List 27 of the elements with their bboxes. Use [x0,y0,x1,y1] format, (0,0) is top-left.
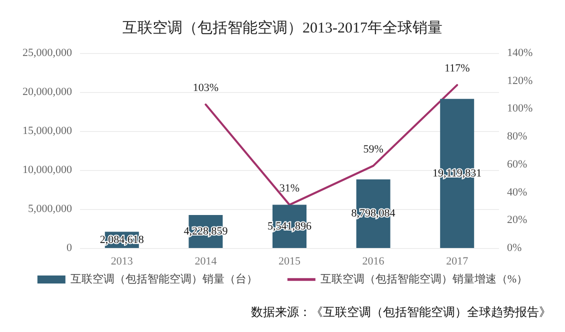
y-tick-label: 15,000,000 [22,125,72,137]
y2-tick-label: 140% [507,47,533,59]
source-note: 数据来源：《互联空调（包括智能空调）全球趋势报告》 [251,305,551,319]
data-label: 103% [192,82,219,94]
data-label: 59% [363,143,384,156]
y2-tick-label: 40% [507,186,528,198]
y2-tick-label: 100% [507,102,533,115]
x-tick-label: 2014 [194,256,218,268]
chart-title: 互联空调（包括智能空调）2013-2017年全球销量 [122,20,442,36]
legend-label: 互联空调（包括智能空调）销量（台） [70,272,258,286]
y2-tick-label: 80% [507,130,528,143]
y2-tick-label: 120% [507,74,533,87]
y-tick-label: 25,000,000 [22,47,72,59]
y-tick-label: 10,000,000 [22,164,72,176]
legend-label: 互联空调（包括智能空调）销量增速（%） [320,272,528,286]
y2-tick-label: 60% [507,158,528,170]
x-tick-label: 2015 [278,256,301,268]
y2-tick-label: 20% [507,214,528,226]
x-tick-label: 2016 [362,256,385,268]
x-tick-label: 2017 [446,256,469,268]
x-tick-label: 2013 [110,256,134,268]
y2-tick-label: 0% [507,242,522,254]
y-tick-label: 20,000,000 [22,86,72,98]
y-tick-label: 5,000,000 [28,203,72,215]
data-label: 117% [444,62,470,75]
data-label: 31% [279,182,300,194]
y-tick-label: 0 [66,242,72,254]
